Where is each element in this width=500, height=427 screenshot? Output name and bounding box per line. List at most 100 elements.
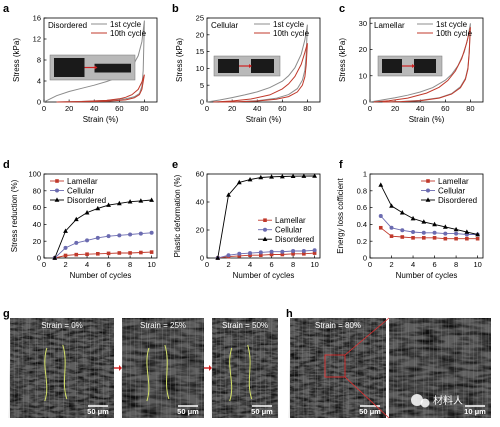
data-point [106, 202, 111, 207]
data-point [117, 233, 122, 238]
sem-lamella [362, 317, 366, 419]
y-tick-label: 0 [200, 254, 204, 263]
y-tick-label: 8 [37, 56, 41, 65]
chart-title: Cellular [211, 21, 238, 30]
data-point [269, 252, 274, 257]
x-tick-label: 0 [42, 104, 46, 113]
sem-texture [10, 318, 114, 418]
y-tick-label: 1 [363, 170, 367, 179]
data-point [237, 254, 242, 258]
sem-lamella [101, 317, 105, 419]
data-point [290, 173, 296, 179]
series-line-lamellar [54, 251, 152, 259]
sem-lamella [125, 317, 128, 419]
cell-outline [62, 344, 68, 400]
x-axis-label: Strain (%) [246, 115, 282, 124]
data-point [269, 174, 274, 179]
data-point [258, 250, 263, 255]
y-axis-label: Plastic deformation (%) [173, 174, 182, 257]
data-point [454, 231, 459, 236]
data-point [237, 251, 242, 256]
sem-lamella [36, 317, 39, 419]
series-line-10th-cycle [56, 74, 145, 103]
sem-lamella [133, 317, 137, 419]
data-point [291, 249, 296, 253]
sample-before [218, 59, 239, 73]
data-point [116, 200, 122, 206]
sem-lamella [236, 317, 239, 419]
sem-lamella [179, 317, 183, 419]
sem-lamella [259, 317, 262, 419]
sequence-arrow-head [119, 365, 122, 371]
x-tick-label: 8 [128, 260, 132, 269]
sem-lamella [476, 317, 479, 419]
data-point [128, 232, 133, 237]
cell-outline [229, 347, 233, 402]
arrow-head [412, 64, 415, 68]
sem-lamella [293, 317, 296, 419]
sem-lamella [288, 317, 292, 419]
plot-frame [43, 173, 158, 259]
legend-entry: 1st cycle [273, 20, 305, 29]
data-point [442, 224, 448, 229]
panel-letter-b: b [172, 3, 179, 15]
y-tick-label: 0.8 [357, 186, 367, 195]
data-point [399, 210, 405, 215]
sem-lamella [480, 317, 484, 419]
sem-lamella [377, 317, 380, 419]
sem-lamella [48, 317, 52, 419]
x-tick-label: 60 [115, 104, 123, 113]
micrograph-g-2: Strain = 25% 50 μm [120, 317, 204, 419]
sem-lamella [74, 317, 77, 419]
x-tick-label: 10 [473, 260, 481, 269]
sem-lamella [67, 317, 71, 419]
sem-lamella [467, 317, 471, 419]
series-line-cellular [217, 249, 315, 259]
legend-entry: Disordered [438, 196, 477, 205]
data-point [106, 251, 111, 256]
data-point [117, 251, 122, 255]
y-axis-label: Stress (kPa) [12, 38, 21, 82]
legend-entry: 10th cycle [110, 29, 147, 38]
series-line-cellular [54, 232, 152, 259]
sem-lamella [215, 317, 218, 419]
sem-lamella [186, 317, 189, 419]
y-tick-label: 16 [33, 14, 41, 23]
chart-c: c 0 20 40 60 80 0 10 20 30 Strain (%) Stress (kPa) L… [338, 3, 484, 124]
sem-lamella [276, 317, 279, 419]
sem-lamella [129, 317, 132, 419]
sem-lamella [307, 317, 311, 419]
data-point [128, 251, 132, 255]
plot-frame [206, 173, 321, 259]
sequence-arrow-head [209, 365, 212, 371]
x-tick-label: 10 [147, 260, 155, 269]
x-tick-label: 0 [368, 104, 372, 113]
legend-entry: 10th cycle [436, 29, 473, 38]
arrow-head [249, 64, 252, 68]
y-tick-label: 0 [37, 254, 41, 263]
legend-marker [55, 188, 59, 193]
y-axis-label: Stress reduction (%) [10, 179, 19, 252]
sem-texture [212, 318, 278, 418]
data-point [84, 210, 90, 215]
sem-lamella [396, 317, 399, 419]
legend-entry: 1st cycle [110, 20, 142, 29]
series-line-10th-cycle [373, 27, 471, 103]
data-point [422, 236, 426, 240]
x-axis-label: Number of cycles [70, 271, 132, 280]
data-point [138, 198, 144, 203]
y-tick-label: 20 [359, 45, 367, 54]
sem-lamella [322, 317, 326, 419]
x-axis-label: Number of cycles [233, 271, 295, 280]
x-axis-label: Strain (%) [83, 115, 119, 124]
sem-lamella [269, 317, 273, 419]
sample-after [251, 59, 274, 73]
sample-before [382, 59, 402, 73]
scale-bar-label: 50 μm [177, 407, 199, 416]
sem-lamella [194, 317, 198, 419]
data-point [400, 228, 405, 233]
x-tick-label: 6 [269, 260, 273, 269]
panel-letter-g: g [3, 308, 10, 320]
